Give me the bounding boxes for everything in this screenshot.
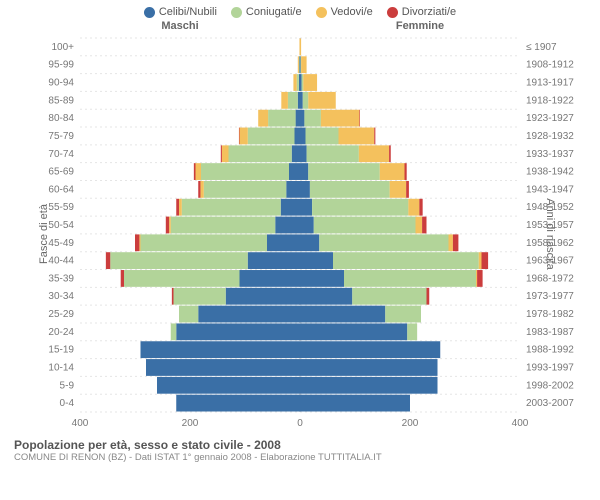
svg-text:1908-1912: 1908-1912: [526, 60, 574, 71]
svg-text:1973-1977: 1973-1977: [526, 291, 574, 302]
svg-text:35-39: 35-39: [48, 273, 74, 284]
svg-text:400: 400: [72, 418, 89, 429]
svg-text:1913-1917: 1913-1917: [526, 78, 574, 89]
svg-text:65-69: 65-69: [48, 167, 74, 178]
svg-text:400: 400: [512, 418, 529, 429]
y-axis-left-title: Fasce di età: [38, 204, 50, 264]
gender-female-label: Femmine: [300, 20, 600, 32]
legend-item: Vedovi/e: [316, 6, 373, 18]
svg-text:1988-1992: 1988-1992: [526, 345, 574, 356]
svg-text:90-94: 90-94: [48, 78, 74, 89]
svg-text:95-99: 95-99: [48, 60, 74, 71]
legend-swatch: [316, 7, 327, 18]
footer: Popolazione per età, sesso e stato civil…: [0, 434, 600, 463]
svg-text:1978-1982: 1978-1982: [526, 309, 574, 320]
svg-text:40-44: 40-44: [48, 256, 74, 267]
svg-text:1968-1972: 1968-1972: [526, 273, 574, 284]
legend-item: Divorziati/e: [387, 6, 456, 18]
chart-area: Fasce di età Anni di nascita 0-4 2003-200…: [20, 34, 580, 434]
svg-text:1943-1947: 1943-1947: [526, 184, 574, 195]
svg-text:70-74: 70-74: [48, 149, 74, 160]
svg-text:25-29: 25-29: [48, 309, 74, 320]
svg-text:1923-1927: 1923-1927: [526, 113, 574, 124]
svg-text:100+: 100+: [51, 42, 74, 53]
legend-label: Celibi/Nubili: [159, 6, 217, 18]
svg-text:200: 200: [182, 418, 199, 429]
svg-text:1933-1937: 1933-1937: [526, 149, 574, 160]
svg-text:10-14: 10-14: [48, 362, 74, 373]
gender-male-label: Maschi: [0, 20, 300, 32]
svg-text:1918-1922: 1918-1922: [526, 95, 574, 106]
legend-swatch: [231, 7, 242, 18]
legend-item: Coniugati/e: [231, 6, 302, 18]
legend-label: Divorziati/e: [402, 6, 456, 18]
svg-text:0: 0: [297, 418, 303, 429]
svg-text:85-89: 85-89: [48, 95, 74, 106]
svg-text:30-34: 30-34: [48, 291, 74, 302]
legend-swatch: [144, 7, 155, 18]
svg-text:45-49: 45-49: [48, 238, 74, 249]
svg-text:≤ 1907: ≤ 1907: [526, 42, 557, 53]
y-axis-right-title: Anni di nascita: [544, 198, 556, 270]
legend-label: Vedovi/e: [331, 6, 373, 18]
pyramid-chart-svg: 0-4 2003-2007 5-9 1998-2002 10-14 1993-1997 15…: [20, 34, 580, 434]
svg-text:15-19: 15-19: [48, 345, 74, 356]
svg-text:1938-1942: 1938-1942: [526, 167, 574, 178]
svg-text:55-59: 55-59: [48, 202, 74, 213]
svg-text:1983-1987: 1983-1987: [526, 327, 574, 338]
chart-title: Popolazione per età, sesso e stato civil…: [14, 438, 590, 452]
legend: Celibi/Nubili Coniugati/e Vedovi/e Divorzia…: [0, 0, 600, 20]
legend-item: Celibi/Nubili: [144, 6, 217, 18]
svg-text:5-9: 5-9: [60, 380, 75, 391]
svg-text:200: 200: [402, 418, 419, 429]
legend-label: Coniugati/e: [246, 6, 302, 18]
svg-text:20-24: 20-24: [48, 327, 74, 338]
chart-subtitle: COMUNE DI RENON (BZ) - Dati ISTAT 1° gen…: [14, 452, 590, 463]
svg-text:1993-1997: 1993-1997: [526, 362, 574, 373]
legend-swatch: [387, 7, 398, 18]
svg-text:2003-2007: 2003-2007: [526, 398, 574, 409]
svg-text:1928-1932: 1928-1932: [526, 131, 574, 142]
svg-text:80-84: 80-84: [48, 113, 74, 124]
svg-text:0-4: 0-4: [60, 398, 75, 409]
svg-text:75-79: 75-79: [48, 131, 74, 142]
svg-text:1998-2002: 1998-2002: [526, 380, 574, 391]
svg-text:50-54: 50-54: [48, 220, 74, 231]
svg-text:60-64: 60-64: [48, 184, 74, 195]
gender-labels: Maschi Femmine: [0, 20, 600, 34]
